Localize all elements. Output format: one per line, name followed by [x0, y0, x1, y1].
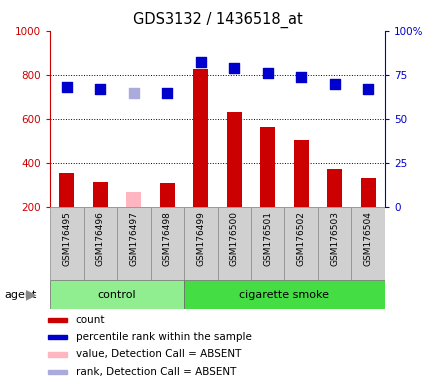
Bar: [360, 177, 375, 207]
Text: control: control: [98, 290, 136, 300]
Point: [297, 74, 304, 80]
Point: [164, 90, 171, 96]
Bar: [226, 113, 241, 207]
Point: [63, 84, 70, 90]
Point: [230, 65, 237, 71]
Bar: [48, 353, 67, 356]
Bar: [83, 207, 117, 280]
Bar: [48, 370, 67, 374]
Bar: [184, 280, 384, 309]
Point: [364, 86, 371, 92]
Bar: [193, 70, 208, 207]
Text: GSM176495: GSM176495: [62, 211, 71, 266]
Text: cigarette smoke: cigarette smoke: [239, 290, 329, 300]
Text: GSM176500: GSM176500: [229, 211, 238, 266]
Text: count: count: [76, 314, 105, 325]
Bar: [48, 335, 67, 339]
Text: GSM176496: GSM176496: [95, 211, 105, 266]
Bar: [126, 192, 141, 207]
Bar: [260, 127, 275, 207]
Text: GSM176498: GSM176498: [162, 211, 171, 266]
Text: GSM176503: GSM176503: [329, 211, 339, 266]
Text: GDS3132 / 1436518_at: GDS3132 / 1436518_at: [132, 12, 302, 28]
Bar: [117, 207, 150, 280]
Text: GSM176504: GSM176504: [363, 211, 372, 266]
Bar: [184, 207, 217, 280]
Text: rank, Detection Call = ABSENT: rank, Detection Call = ABSENT: [76, 366, 236, 377]
Bar: [48, 318, 67, 322]
Text: value, Detection Call = ABSENT: value, Detection Call = ABSENT: [76, 349, 240, 359]
Bar: [159, 183, 174, 207]
Bar: [217, 207, 250, 280]
Text: agent: agent: [4, 290, 36, 300]
Bar: [293, 140, 308, 207]
Bar: [317, 207, 351, 280]
Bar: [59, 173, 74, 207]
Point: [264, 70, 271, 76]
Text: ▶: ▶: [26, 288, 36, 302]
Text: GSM176501: GSM176501: [263, 211, 272, 266]
Bar: [92, 182, 108, 207]
Point: [97, 86, 104, 92]
Bar: [250, 207, 284, 280]
Text: GSM176499: GSM176499: [196, 211, 205, 266]
Point: [197, 59, 204, 65]
Point: [130, 90, 137, 96]
Bar: [50, 207, 83, 280]
Bar: [50, 280, 184, 309]
Bar: [351, 207, 384, 280]
Bar: [326, 169, 342, 207]
Text: GSM176502: GSM176502: [296, 211, 305, 266]
Bar: [150, 207, 184, 280]
Text: percentile rank within the sample: percentile rank within the sample: [76, 332, 251, 342]
Bar: [284, 207, 317, 280]
Point: [331, 81, 338, 87]
Text: GSM176497: GSM176497: [129, 211, 138, 266]
